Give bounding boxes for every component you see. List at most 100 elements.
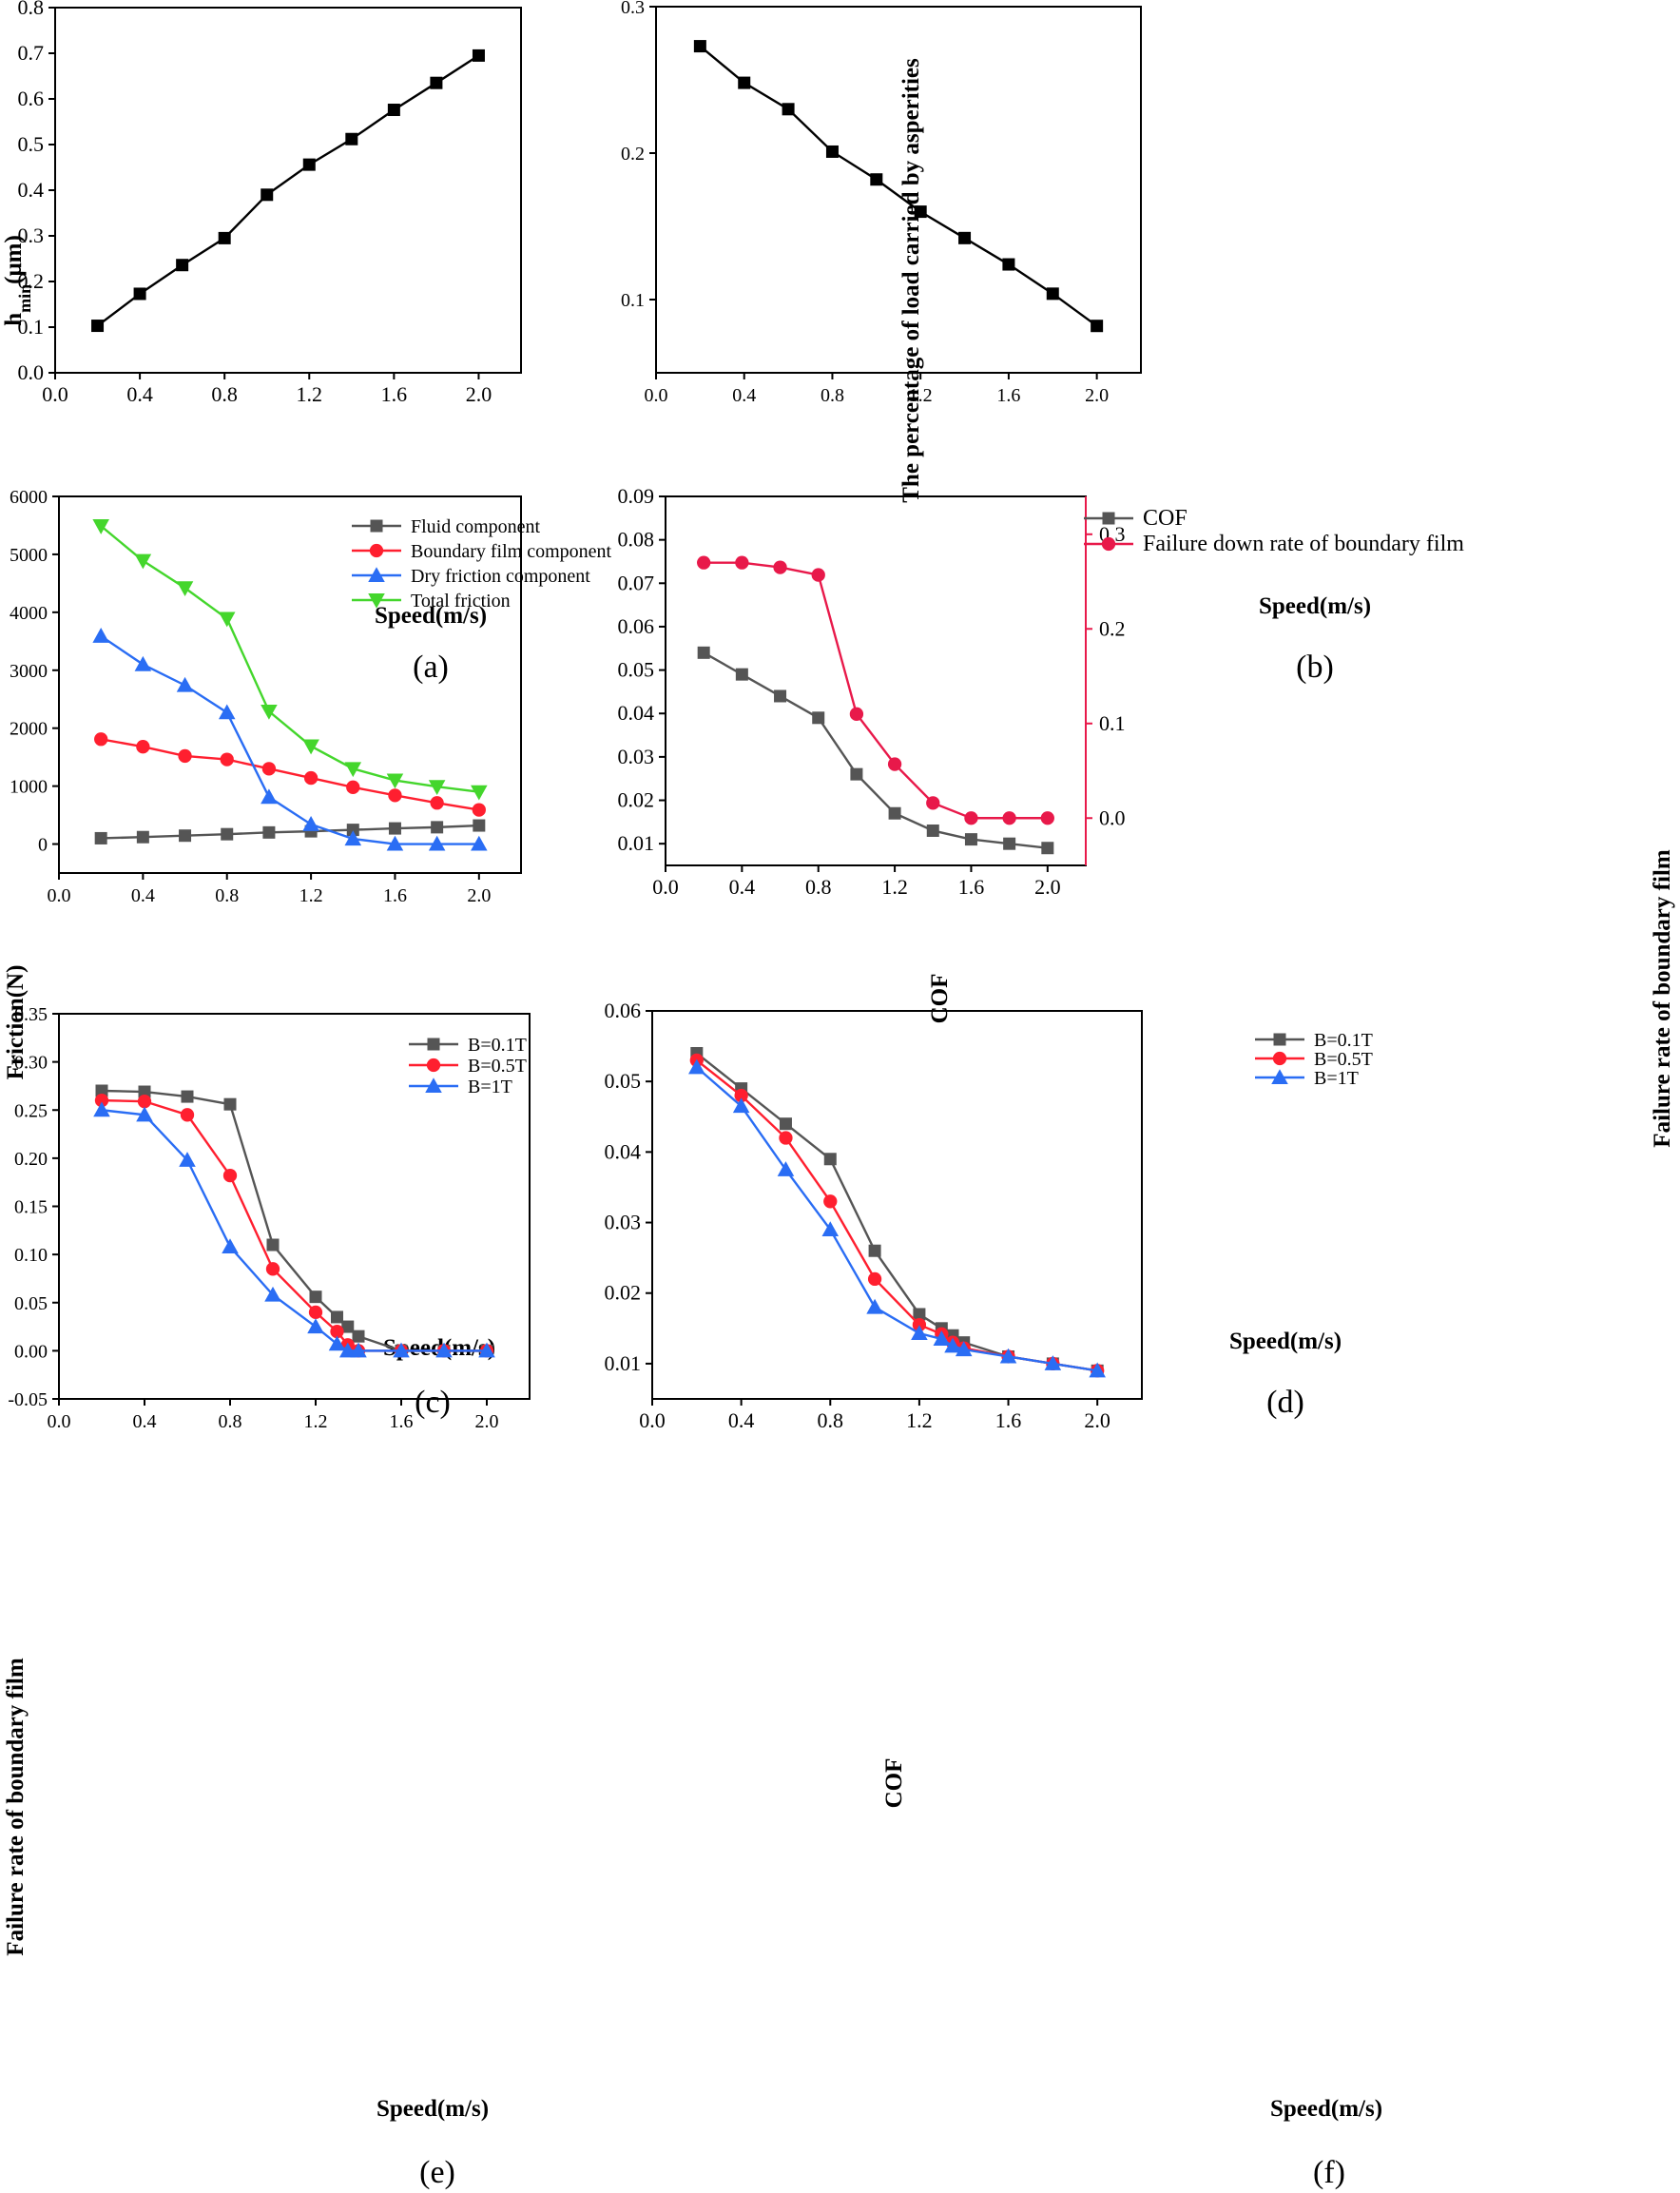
y-axis-title-f: COF xyxy=(881,1758,907,1809)
y-axis-title-d: COF xyxy=(927,974,953,1024)
data-point-c-1 xyxy=(261,762,277,776)
y-tick-label-c: 4000 xyxy=(10,603,48,624)
y-right-tick-label-d: 0.1 xyxy=(1099,711,1126,735)
data-point-b-0 xyxy=(738,76,751,89)
data-point-b-0 xyxy=(914,205,927,219)
data-point-e-2 xyxy=(435,1342,453,1358)
plot-frame-f xyxy=(651,1010,1143,1400)
data-point-d-1 xyxy=(811,568,825,582)
x-tick-label-f: 0.0 xyxy=(639,1408,666,1432)
data-point-d-0 xyxy=(964,833,977,846)
y-tick-label-e: 0.35 xyxy=(14,1004,48,1025)
data-point-c-0 xyxy=(346,824,359,837)
data-point-a-0 xyxy=(176,259,189,272)
chart-panel-d: 0.0 0.4 0.8 1.2 1.6 2.0 0.01 0.02 0.03 0.04 0.05 0.… xyxy=(618,484,1676,1420)
legend-label-e-1: B=0.5T xyxy=(468,1056,527,1077)
data-point-d-1 xyxy=(887,757,902,771)
data-point-a-0 xyxy=(472,49,485,62)
series-line-b-0 xyxy=(699,45,1098,327)
data-point-b-0 xyxy=(825,145,839,158)
plot-frame-c xyxy=(58,495,522,874)
x-tick-label-c: 1.2 xyxy=(299,885,323,906)
x-tick-label-c: 1.6 xyxy=(383,885,407,906)
data-point-d-1 xyxy=(773,560,787,574)
legend-label-e-2: B=1T xyxy=(468,1077,512,1097)
y-right-tick-label-d: 0.2 xyxy=(1099,616,1126,640)
x-tick-label-a: 1.6 xyxy=(381,382,408,406)
data-point-c-3 xyxy=(134,553,152,570)
y-tick-label-d: 0.08 xyxy=(618,528,655,552)
chart-panel-f: 0.0 0.4 0.8 1.2 1.6 2.0 0.01 0.02 0.03 0.04 0.05 0.… xyxy=(605,999,1383,2190)
data-point-f-0 xyxy=(779,1117,792,1131)
x-tick-label-e: 2.0 xyxy=(475,1411,499,1432)
x-tick-label-b: 1.2 xyxy=(909,385,933,406)
legend-label-e-0: B=0.1T xyxy=(468,1035,527,1056)
data-point-f-0 xyxy=(823,1153,837,1166)
y-tick-label-d: 0.03 xyxy=(618,745,655,768)
data-point-d-0 xyxy=(1041,842,1054,855)
y-tick-label-f: 0.04 xyxy=(605,1139,642,1163)
data-point-c-0 xyxy=(221,827,234,841)
x-tick-label-e: 1.2 xyxy=(304,1411,328,1432)
y-tick-label-c: 5000 xyxy=(10,545,48,566)
data-point-d-1 xyxy=(1040,811,1054,825)
legend-label-d-0: COF xyxy=(1143,506,1188,531)
data-point-c-2 xyxy=(92,628,109,643)
y-tick-label-a: 0.0 xyxy=(18,360,45,384)
x-tick-label-c: 2.0 xyxy=(467,885,491,906)
x-tick-label-b: 0.4 xyxy=(732,385,756,406)
data-point-f-2 xyxy=(1044,1355,1062,1370)
data-point-c-3 xyxy=(218,611,236,628)
y-tick-label-c: 6000 xyxy=(10,487,48,508)
y-tick-label-b: 0.1 xyxy=(621,290,645,311)
data-point-f-1 xyxy=(867,1271,882,1287)
y-tick-label-e: 0.25 xyxy=(14,1100,48,1121)
y-tick-label-a: 0.1 xyxy=(18,315,45,339)
x-axis-title-e: Speed(m/s) xyxy=(377,2096,489,2122)
data-point-e-0 xyxy=(138,1085,151,1098)
data-point-c-3 xyxy=(471,785,488,801)
legend-marker-d-1 xyxy=(1101,536,1116,552)
data-point-c-1 xyxy=(430,796,444,810)
plot-area-f: 0.0 0.4 0.8 1.2 1.6 2.0 0.01 0.02 0.03 0.04 0.05 0.… xyxy=(605,999,1143,1432)
x-tick-label-f: 1.2 xyxy=(906,1408,933,1432)
y-axis-right-title-d: Failure rate of boundary film xyxy=(1650,849,1675,1148)
data-point-f-1 xyxy=(734,1088,748,1103)
y-tick-label-a: 0.7 xyxy=(18,41,45,65)
legend-label-c-2: Dry friction component xyxy=(411,566,590,587)
y-tick-label-f: 0.01 xyxy=(605,1351,642,1375)
data-point-e-0 xyxy=(223,1097,237,1111)
data-point-e-2 xyxy=(222,1238,239,1254)
chart-panel-e: 0.0 0.4 0.8 1.2 1.6 2.0 -0.05 0.00 0.05 0.10 0.15 0… xyxy=(3,1004,531,2190)
chart-panel-b: 0.0 0.4 0.8 1.2 1.6 2.0 0.1 0.2 0.3 Speed(m/s) T… xyxy=(621,0,1371,685)
x-tick-label-b: 1.6 xyxy=(996,385,1020,406)
legend-marker-e-2 xyxy=(425,1077,442,1094)
y-tick-label-c: 3000 xyxy=(10,661,48,682)
series-line-f-0 xyxy=(696,1052,1098,1372)
data-point-e-1 xyxy=(308,1305,323,1320)
data-point-e-1 xyxy=(330,1324,344,1339)
data-point-e-2 xyxy=(136,1106,153,1122)
data-point-a-0 xyxy=(302,158,316,171)
x-tick-label-b: 2.0 xyxy=(1085,385,1109,406)
x-tick-label-d: 0.4 xyxy=(729,875,756,899)
data-point-f-2 xyxy=(1089,1362,1106,1378)
data-point-c-2 xyxy=(428,835,446,851)
series-line-c-0 xyxy=(101,824,479,840)
legend-marker-c-3 xyxy=(368,592,385,609)
y-tick-label-a: 0.8 xyxy=(18,0,45,19)
x-tick-label-b: 0.0 xyxy=(645,385,668,406)
data-point-c-3 xyxy=(344,762,362,778)
data-point-c-0 xyxy=(473,819,486,832)
data-point-c-1 xyxy=(472,803,486,817)
data-point-e-0 xyxy=(331,1310,343,1324)
series-line-c-2 xyxy=(100,634,479,845)
data-point-d-0 xyxy=(735,668,748,681)
data-point-f-1 xyxy=(912,1317,927,1332)
x-tick-label-a: 0.8 xyxy=(211,382,238,406)
data-point-e-1 xyxy=(180,1108,195,1122)
data-point-d-0 xyxy=(1003,837,1016,850)
data-point-e-2 xyxy=(478,1342,495,1358)
